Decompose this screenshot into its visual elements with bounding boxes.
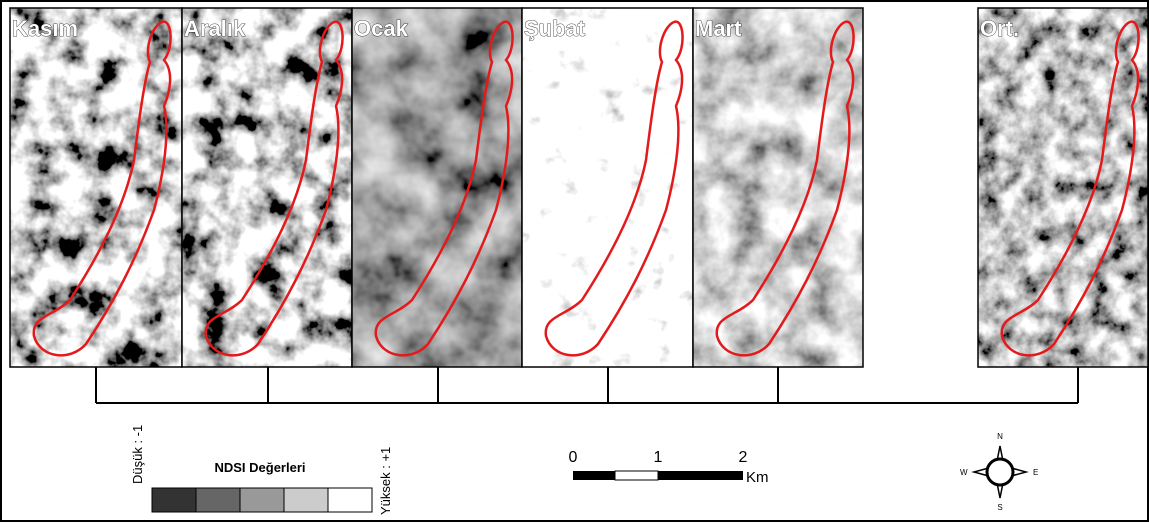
map-panel xyxy=(693,8,863,367)
map-panel xyxy=(10,8,182,367)
terrain xyxy=(352,8,522,367)
legend-swatch xyxy=(152,488,196,512)
terrain xyxy=(182,8,352,367)
map-panel xyxy=(352,8,522,367)
compass-w: W xyxy=(960,468,968,477)
map-panel xyxy=(978,8,1148,367)
terrain xyxy=(978,8,1148,367)
scale-unit: Km xyxy=(746,469,769,486)
compass-e: E xyxy=(1033,468,1038,477)
map-panel xyxy=(182,8,352,367)
legend-title: NDSI Değerleri xyxy=(214,460,305,475)
legend-swatch xyxy=(328,488,372,512)
map-figure: KasımAralıkOcakŞubatMartOrt. Düşük : -1 … xyxy=(0,0,1149,522)
panel-label: Şubat xyxy=(524,16,586,41)
panel-label: Kasım xyxy=(12,16,78,41)
panel-label: Ort. xyxy=(980,16,1019,41)
scale-segment xyxy=(658,471,743,480)
legend-swatch xyxy=(284,488,328,512)
panels: Kasım Aralık Ocak Şubat Mart Ort. xyxy=(10,8,1148,367)
scale-segment xyxy=(615,471,658,480)
scale-label: 0 xyxy=(569,449,578,466)
terrain xyxy=(10,8,182,367)
terrain xyxy=(693,8,863,367)
terrain xyxy=(522,8,693,367)
panel-label: Ocak xyxy=(354,16,409,41)
compass-s: S xyxy=(997,503,1002,512)
legend-swatch xyxy=(240,488,284,512)
compass-n: N xyxy=(997,432,1003,441)
panel-label: Mart xyxy=(695,16,742,41)
scale-segment xyxy=(573,471,615,480)
panel-label: Aralık xyxy=(184,16,246,41)
legend-low: Düşük : -1 xyxy=(130,425,145,484)
legend-high: Yüksek : +1 xyxy=(378,447,393,515)
map-panel xyxy=(522,8,693,367)
legend-swatch xyxy=(196,488,240,512)
scale-label: 1 xyxy=(654,449,663,466)
scale-label: 2 xyxy=(739,449,748,466)
